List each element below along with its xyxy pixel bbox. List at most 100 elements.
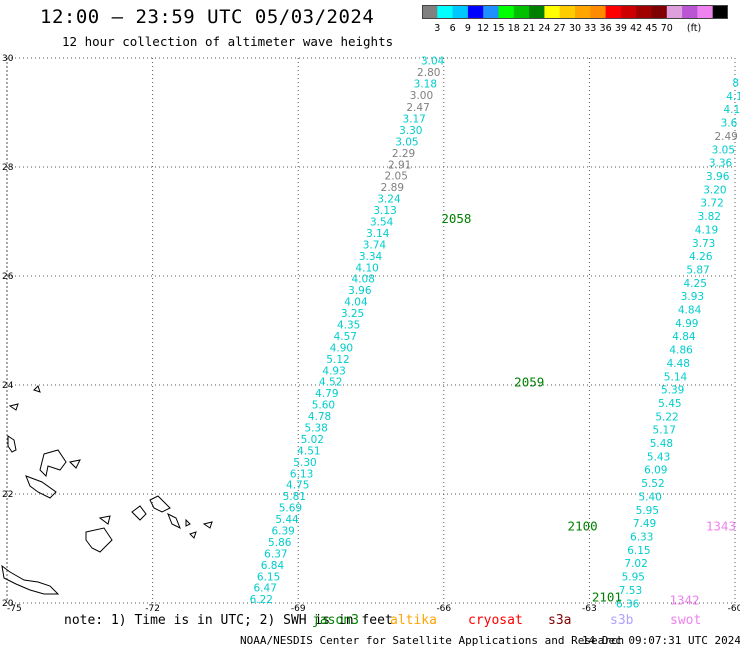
wave-height-reading: 4.78 (308, 411, 331, 423)
pass-number-label: 2059 (514, 374, 544, 389)
wave-height-reading: 3.24 (377, 194, 401, 206)
pass-number-label: 2101 (592, 590, 622, 605)
scale-swatch (605, 5, 622, 19)
wave-height-reading: 3.17 (402, 113, 425, 125)
wave-height-reading-east: 3.72 (700, 198, 723, 210)
lat-tick-label: 24 (2, 381, 14, 391)
wave-height-reading: 3.14 (366, 228, 390, 240)
lat-tick-label: 22 (2, 490, 13, 500)
lon-tick-label: -66 (436, 604, 451, 612)
wave-height-reading: 4.35 (337, 320, 360, 332)
wave-height-reading-east: 5.45 (658, 398, 681, 410)
lon-tick-label: -75 (7, 604, 22, 612)
lat-tick-label: 20 (2, 599, 14, 609)
legend-satellite-jason3: jason3 (312, 613, 359, 628)
wave-height-reading: 6.39 (271, 526, 294, 538)
scale-swatch (697, 5, 714, 19)
scale-swatch (666, 5, 683, 19)
wave-height-reading: 6.13 (290, 468, 313, 480)
scale-swatch (452, 5, 469, 19)
wave-height-reading: 6.47 (254, 583, 277, 595)
wave-height-reading-east: 6.33 (630, 532, 653, 544)
coastline-outlines (1, 385, 213, 595)
scale-swatch (590, 5, 607, 19)
wave-height-reading: 3.04 (421, 56, 445, 68)
wave-height-reading: 5.81 (283, 491, 306, 503)
wave-height-reading: 4.79 (315, 388, 338, 400)
wave-height-reading-east: 4.48 (667, 358, 690, 370)
wave-height-reading: 4.90 (330, 342, 353, 354)
wave-height-reading: 5.38 (304, 423, 327, 435)
wave-height-reading: 4.57 (334, 331, 357, 343)
wave-height-reading: 4.51 (297, 445, 320, 457)
lat-tick-label: 26 (2, 272, 14, 282)
wave-height-reading: 2.05 (385, 171, 408, 183)
wave-height-reading-east: 4.1 (723, 104, 740, 116)
wave-height-reading: 5.69 (279, 503, 302, 515)
scale-swatch (513, 5, 530, 19)
wave-height-reading: 3.13 (373, 205, 396, 217)
wave-height-reading-east: 5.43 (647, 451, 670, 463)
legend-satellite-s3b: s3b (610, 613, 634, 628)
scale-tick-label: 15 (492, 23, 504, 34)
wave-height-reading-east: 5.95 (622, 572, 645, 584)
wave-height-reading-east: 5.48 (650, 438, 673, 450)
wave-height-reading-east: 8. (732, 78, 740, 90)
wave-height-reading-east: 4.26 (689, 251, 713, 263)
wave-height-reading: 4.04 (344, 297, 368, 309)
wave-height-reading: 4.08 (352, 274, 375, 286)
wave-height-reading-east: 3.05 (712, 144, 735, 156)
wave-height-reading-east: 4.84 (672, 331, 696, 343)
lat-tick-label: 30 (2, 54, 14, 64)
wave-height-reading-east: 4.99 (675, 318, 698, 330)
wave-height-reading: 6.15 (257, 571, 280, 583)
legend-satellite-swot: swot (670, 613, 702, 628)
wave-height-reading: 2.89 (381, 182, 404, 194)
wave-height-reading-east: 7.02 (624, 558, 647, 570)
scale-tick-label: 21 (523, 23, 535, 34)
wave-height-reading: 3.34 (359, 251, 383, 263)
wave-height-reading: 6.22 (250, 594, 273, 606)
wave-height-reading-east: 6.15 (627, 545, 650, 557)
scale-tick-label: 42 (630, 23, 642, 34)
map-subtitle: 12 hour collection of altimeter wave hei… (62, 34, 394, 49)
legend-satellite-cryosat: cryosat (468, 613, 523, 628)
wave-height-reading-east: 5.40 (638, 491, 661, 503)
scale-swatch (620, 5, 637, 19)
scale-tick-label: 6 (450, 23, 456, 34)
wave-height-reading-east: 5.17 (653, 425, 676, 437)
wave-height-reading-east: 4.25 (684, 278, 707, 290)
scale-swatch (498, 5, 515, 19)
scale-swatch (712, 5, 728, 19)
scale-swatch (636, 5, 652, 19)
scale-tick-label: 39 (615, 23, 627, 34)
lon-tick-label: -63 (582, 604, 597, 612)
wave-height-reading-east: 5.39 (661, 385, 684, 397)
scale-tick-label: 36 (600, 23, 612, 34)
scale-swatch (575, 5, 591, 19)
wave-height-reading-east: 6.36 (616, 598, 640, 610)
wave-height-reading: 2.91 (388, 159, 411, 171)
footer: NOAA/NESDIS Center for Satellite Applica… (240, 634, 740, 647)
wave-height-reading: 6.37 (264, 548, 287, 560)
scale-tick-label: 24 (538, 23, 550, 34)
wave-height-reading-east: 7.49 (633, 518, 656, 530)
lon-tick-label: -72 (145, 604, 160, 612)
wave-height-reading-east: 4.19 (695, 224, 718, 236)
lon-tick-label: -69 (291, 604, 306, 612)
wave-height-reading: 5.12 (326, 354, 349, 366)
wave-height-reading: 3.00 (410, 90, 433, 102)
scale-swatch (422, 5, 438, 19)
wave-height-reading-east: 3.82 (698, 211, 721, 223)
wave-height-reading-east: 3.20 (703, 184, 726, 196)
wave-height-reading-east: 5.95 (636, 505, 659, 517)
scale-tick-label: (ft) (687, 23, 701, 34)
pass-number-label: 1342 (669, 592, 699, 607)
scale-swatch (467, 5, 484, 19)
lat-tick-label: 28 (2, 163, 14, 173)
wave-height-reading-east: 5.87 (686, 264, 709, 276)
wave-height-reading: 3.25 (341, 308, 364, 320)
wave-height-reading-east: 3.6 (721, 118, 738, 130)
map-title: 12:00 – 23:59 UTC 05/03/2024 (40, 6, 375, 28)
wave-height-reading: 5.86 (268, 537, 292, 549)
